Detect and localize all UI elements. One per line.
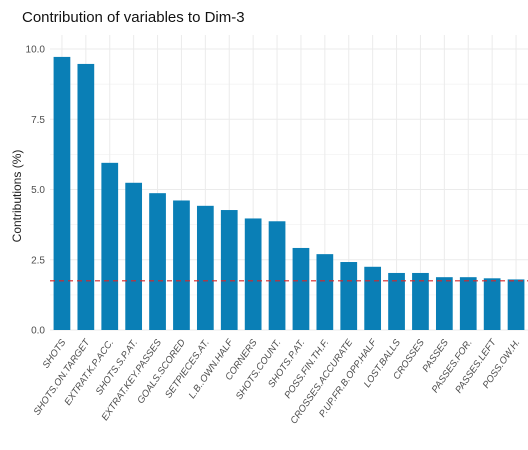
bar-corners xyxy=(244,218,262,330)
chart-title: Contribution of variables to Dim-3 xyxy=(22,9,245,26)
bar-p-up-fr-b-opp-half xyxy=(364,266,382,330)
bar-passes-left xyxy=(483,278,501,330)
y-tick-label: 5.0 xyxy=(31,185,45,196)
bar-shots-on-target xyxy=(77,63,95,330)
bar-shots-count xyxy=(268,221,286,330)
bar-crosses-accurate xyxy=(340,262,358,330)
bar-poss-ow-h xyxy=(507,279,525,330)
bar-passes xyxy=(435,277,453,330)
bar-l-b-own-half xyxy=(220,210,238,330)
panel-background xyxy=(50,35,528,330)
y-tick-label: 0.0 xyxy=(31,326,45,337)
y-axis-ticks: 0.0 2.5 5.0 7.5 10.0 xyxy=(26,45,46,337)
bar-extrat-key-passes xyxy=(149,193,166,330)
bar-poss-fin-th-f xyxy=(316,254,334,330)
bar-shots xyxy=(53,56,71,331)
bar-lost-balls xyxy=(388,272,405,330)
bar-passes-for xyxy=(459,277,477,330)
bar-shots-s-p-at xyxy=(125,182,143,330)
bars xyxy=(53,56,525,331)
x-axis-ticks: SHOTSSHOTS.ON.TARGETEXTRAT.K.P.ACC.SHOTS… xyxy=(32,336,523,426)
y-axis-label: Contributions (%) xyxy=(10,150,24,243)
bar-crosses xyxy=(412,272,429,330)
y-tick-label: 2.5 xyxy=(31,255,45,266)
y-tick-label: 10.0 xyxy=(26,45,46,56)
bar-shots-p-at xyxy=(292,247,310,330)
bar-goals-scored xyxy=(173,200,190,330)
bar-extrat-k-p-acc xyxy=(101,162,119,330)
bar-setpieces-at xyxy=(196,205,214,330)
y-tick-label: 7.5 xyxy=(31,115,45,126)
